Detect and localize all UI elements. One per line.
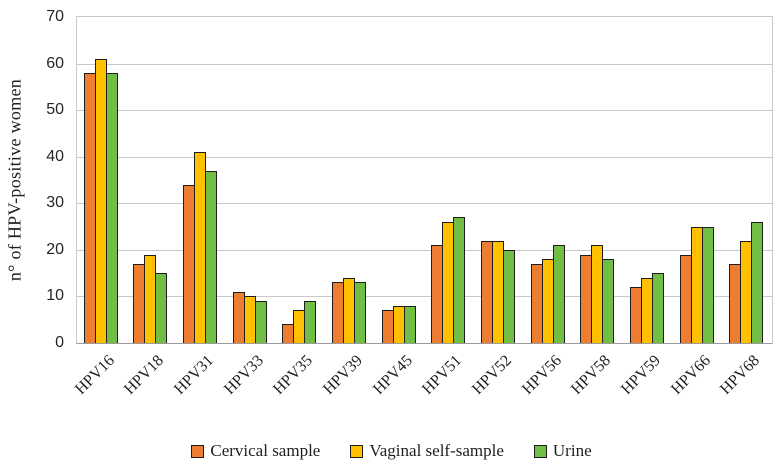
- legend-item-cervical-sample: Cervical sample: [191, 441, 320, 461]
- bar-urine-hpv16: [106, 73, 118, 343]
- x-axis-label-hpv52: HPV52: [469, 352, 515, 398]
- x-axis-label-hpv58: HPV58: [568, 352, 615, 398]
- legend-label: Cervical sample: [210, 441, 321, 460]
- x-axis-label-hpv66: HPV66: [667, 352, 714, 398]
- bar-urine-hpv35: [304, 301, 316, 343]
- y-axis-tick-label: 20: [46, 240, 64, 258]
- legend-label: Urine: [552, 441, 592, 460]
- bar-urine-hpv68: [751, 222, 763, 343]
- bar-urine-hpv58: [602, 259, 614, 343]
- bar-urine-hpv52: [503, 250, 515, 343]
- bar-urine-hpv18: [155, 273, 167, 343]
- x-axis-label-hpv39: HPV39: [320, 352, 367, 398]
- x-axis-label-hpv45: HPV45: [369, 352, 416, 398]
- bar-urine-hpv45: [404, 306, 416, 343]
- legend-swatch: [350, 444, 364, 458]
- x-axis-label-hpv33: HPV33: [220, 352, 267, 398]
- x-axis-label-hpv56: HPV56: [518, 352, 565, 398]
- bar-urine-hpv59: [652, 273, 664, 343]
- gridline: [77, 64, 772, 65]
- legend-label: Vaginal self-sample: [369, 441, 504, 460]
- bar-urine-hpv56: [553, 245, 565, 343]
- legend-item-vaginal-self-sample: Vaginal self-sample: [350, 441, 504, 461]
- x-axis-label-hpv18: HPV18: [121, 352, 168, 398]
- gridline: [77, 250, 772, 251]
- x-axis-label-hpv51: HPV51: [419, 352, 466, 398]
- bar-urine-hpv39: [354, 282, 366, 343]
- gridline: [77, 157, 772, 158]
- bar-urine-hpv66: [702, 227, 714, 343]
- legend-item-urine: Urine: [533, 441, 592, 461]
- y-axis-tick-label: 0: [55, 334, 64, 351]
- x-axis-label-hpv68: HPV68: [717, 352, 764, 398]
- gridline: [77, 110, 772, 111]
- gridline: [77, 203, 772, 204]
- y-axis-tick-label: 10: [46, 287, 64, 305]
- x-axis-label-hpv35: HPV35: [270, 352, 317, 398]
- x-axis-label-hpv59: HPV59: [617, 352, 664, 398]
- legend: Cervical sample Vaginal self-sample Urine: [0, 441, 783, 461]
- gridline: [77, 296, 772, 297]
- plot-area: [76, 16, 773, 344]
- bar-urine-hpv33: [255, 301, 267, 343]
- y-axis-tick-label: 70: [46, 8, 64, 25]
- bar-urine-hpv31: [205, 171, 217, 343]
- legend-swatch: [533, 444, 547, 458]
- y-axis-tick-label: 40: [46, 147, 64, 165]
- y-axis-tick-label: 60: [46, 54, 64, 72]
- x-axis-label-hpv31: HPV31: [171, 352, 218, 398]
- bar-urine-hpv51: [453, 217, 465, 343]
- x-axis-label-hpv16: HPV16: [71, 352, 118, 398]
- legend-swatch: [191, 444, 205, 458]
- y-axis-tick-label: 50: [46, 101, 64, 119]
- y-axis-tick-label: 30: [46, 194, 64, 212]
